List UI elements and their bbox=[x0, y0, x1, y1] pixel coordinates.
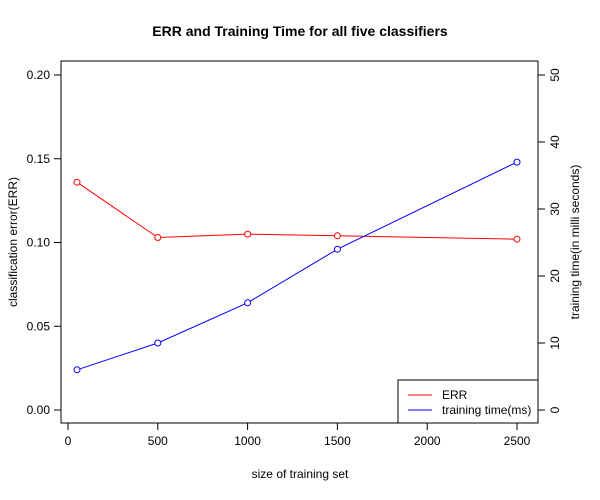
data-point-err bbox=[73, 178, 81, 186]
chart-title: ERR and Training Time for all five class… bbox=[152, 23, 448, 39]
data-point-err bbox=[244, 230, 252, 238]
x-axis-label: size of training set bbox=[252, 467, 349, 481]
series-line-err bbox=[76, 181, 518, 240]
x-tick-label: 0 bbox=[65, 434, 72, 448]
data-point-err bbox=[513, 235, 521, 243]
y2-tick-label: 40 bbox=[548, 135, 562, 149]
y-tick-label: 0.05 bbox=[27, 319, 51, 333]
y2-tick-label: 50 bbox=[548, 68, 562, 82]
data-point-training-time bbox=[73, 366, 81, 374]
x-axis-ticks: 0 500 1000 1500 2000 2500 bbox=[65, 423, 531, 448]
y2-tick-label: 20 bbox=[548, 269, 562, 283]
legend-label-err: ERR bbox=[442, 388, 468, 402]
data-point-training-time bbox=[513, 158, 521, 166]
y-axis-ticks: 0.00 0.05 0.10 0.15 0.20 bbox=[27, 68, 61, 417]
y2-tick-label: 30 bbox=[548, 202, 562, 216]
y2-tick-label: 10 bbox=[548, 336, 562, 350]
legend-label-training-time: training time(ms) bbox=[442, 403, 531, 417]
y-tick-label: 0.10 bbox=[27, 236, 51, 250]
x-tick-label: 1000 bbox=[234, 434, 261, 448]
y2-axis-ticks: 0 10 20 30 40 50 bbox=[538, 68, 562, 413]
plot-frame bbox=[60, 60, 539, 424]
data-point-training-time bbox=[244, 299, 252, 307]
data-point-training-time bbox=[333, 245, 341, 253]
legend-box bbox=[397, 379, 539, 424]
data-point-err bbox=[333, 232, 341, 240]
y-tick-label: 0.20 bbox=[27, 68, 51, 82]
x-tick-label: 500 bbox=[148, 434, 168, 448]
x-tick-label: 2500 bbox=[504, 434, 531, 448]
series-line-training-time bbox=[76, 161, 518, 371]
y-axis-label: classification error(ERR) bbox=[6, 177, 20, 307]
y-tick-label: 0.15 bbox=[27, 152, 51, 166]
y-tick-label: 0.00 bbox=[27, 403, 51, 417]
series-layer bbox=[73, 158, 521, 374]
data-point-training-time bbox=[154, 339, 162, 347]
x-tick-label: 2000 bbox=[414, 434, 441, 448]
legend: ERR training time(ms) bbox=[397, 379, 539, 424]
y2-tick-label: 0 bbox=[548, 406, 562, 413]
x-tick-label: 1500 bbox=[324, 434, 351, 448]
data-point-err bbox=[154, 234, 162, 241]
y2-axis-label: training time(in milli seconds) bbox=[568, 165, 582, 320]
